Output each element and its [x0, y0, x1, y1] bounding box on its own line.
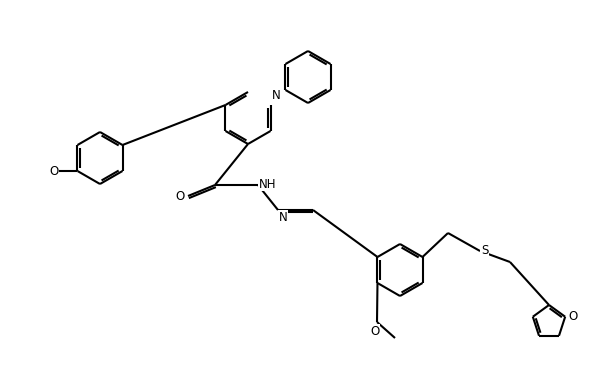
Text: N: N: [279, 211, 288, 224]
Text: O: O: [568, 310, 577, 323]
Text: NH: NH: [259, 178, 276, 191]
Text: O: O: [370, 325, 380, 338]
Text: O: O: [49, 165, 58, 178]
Text: N: N: [272, 89, 281, 102]
Text: S: S: [481, 243, 488, 256]
Text: O: O: [176, 189, 185, 203]
